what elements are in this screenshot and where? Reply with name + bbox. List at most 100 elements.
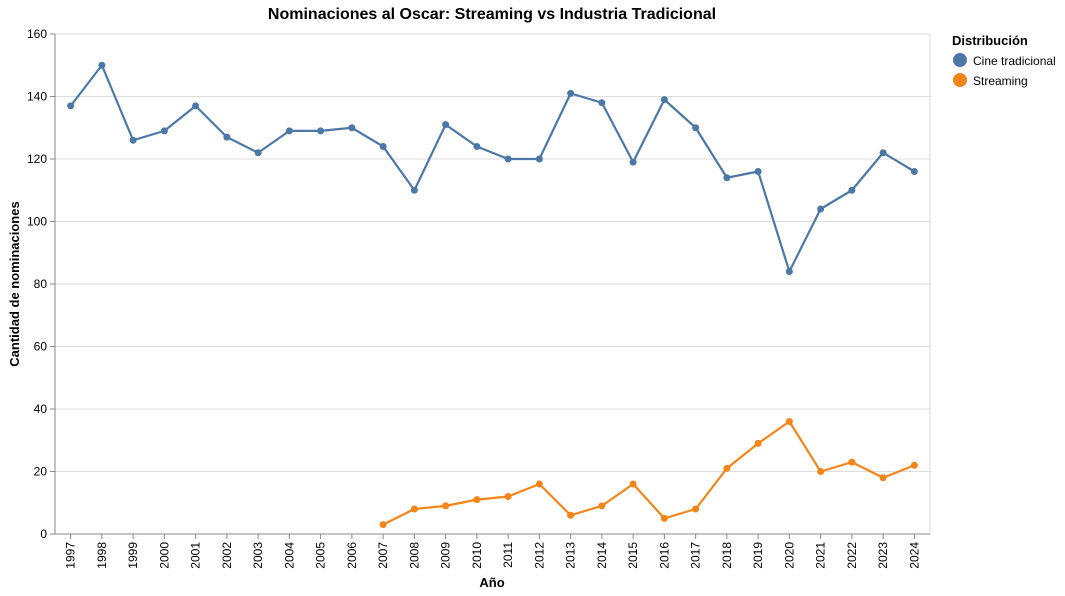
data-point-streaming (692, 505, 700, 513)
legend-title: Distribución (952, 33, 1028, 48)
data-point-cine-tradicional (160, 127, 168, 135)
data-point-cine-tradicional (348, 124, 356, 132)
y-tick-label: 40 (34, 402, 48, 416)
data-point-cine-tradicional (223, 133, 231, 141)
x-tick-label: 2002 (220, 542, 234, 569)
x-tick-label: 2000 (157, 542, 171, 569)
series-layer (67, 61, 918, 529)
data-point-streaming (817, 468, 825, 475)
data-point-streaming (723, 464, 731, 472)
y-tick-label: 0 (40, 527, 47, 541)
data-point-streaming (848, 458, 856, 466)
data-point-cine-tradicional (285, 127, 293, 135)
x-tick-label: 2017 (689, 542, 703, 569)
data-point-cine-tradicional (848, 186, 856, 194)
y-tick-label: 60 (34, 340, 48, 354)
x-tick-label: 2008 (407, 542, 421, 569)
data-point-cine-tradicional (567, 89, 575, 97)
data-point-cine-tradicional (723, 174, 731, 182)
x-tick-label: 2006 (345, 542, 359, 569)
data-point-streaming (629, 480, 637, 488)
x-tick-label: 2011 (501, 542, 515, 568)
data-point-streaming (879, 474, 887, 482)
data-point-streaming (910, 461, 918, 469)
data-point-cine-tradicional (98, 61, 106, 69)
data-point-cine-tradicional (317, 127, 325, 135)
x-tick-label: 2009 (439, 542, 453, 569)
data-point-streaming (567, 511, 575, 519)
x-tick-label: 1998 (95, 542, 109, 569)
x-tick-label: 2021 (814, 542, 828, 569)
x-axis: 1997 1998 1999 2000 2001 2002 2003 2004 2005 2006… (55, 533, 930, 569)
y-tick-label: 80 (34, 277, 48, 291)
data-point-cine-tradicional (785, 268, 793, 275)
x-tick-label: 2010 (470, 542, 484, 569)
data-point-cine-tradicional (379, 143, 387, 150)
series-line-streaming (382, 420, 915, 526)
data-point-streaming (660, 514, 668, 522)
data-point-cine-tradicional (879, 149, 887, 157)
y-tick-label: 20 (34, 465, 48, 479)
data-point-cine-tradicional (598, 99, 606, 107)
data-point-streaming (442, 502, 450, 510)
data-point-cine-tradicional (442, 121, 450, 129)
x-tick-label: 2004 (282, 542, 296, 569)
legend-label-cine-tradicional: Cine tradicional (973, 54, 1056, 68)
x-tick-label: 2022 (845, 542, 859, 569)
legend-symbol-cine-tradicional (953, 53, 967, 67)
data-point-cine-tradicional (754, 168, 762, 175)
x-axis-title: Año (479, 575, 504, 590)
plot-frame (55, 33, 931, 534)
data-point-streaming (473, 496, 481, 504)
data-point-streaming (410, 505, 418, 513)
data-point-cine-tradicional (629, 158, 637, 166)
x-tick-label: 2023 (876, 542, 890, 569)
x-tick-label: 2016 (657, 542, 671, 569)
data-point-cine-tradicional (692, 124, 700, 132)
data-point-cine-tradicional (817, 205, 825, 213)
x-tick-label: 2018 (720, 542, 734, 569)
data-point-cine-tradicional (254, 149, 262, 157)
data-point-cine-tradicional (535, 155, 543, 163)
data-point-cine-tradicional (660, 96, 668, 104)
legend-label-streaming: Streaming (973, 74, 1028, 88)
x-tick-label: 2003 (251, 542, 265, 569)
y-tick-label: 120 (27, 152, 47, 166)
data-point-cine-tradicional (473, 143, 481, 150)
x-tick-label: 2012 (532, 542, 546, 569)
x-tick-label: 1999 (126, 542, 140, 569)
data-point-cine-tradicional (67, 102, 75, 110)
data-point-cine-tradicional (129, 136, 137, 144)
y-tick-label: 160 (27, 27, 47, 41)
x-tick-label: 2019 (751, 542, 765, 569)
data-point-streaming (754, 439, 762, 447)
x-tick-label: 2015 (626, 542, 640, 569)
x-tick-label: 2024 (907, 542, 921, 569)
series-line-cine-tradicional (69, 64, 915, 273)
data-point-cine-tradicional (192, 102, 200, 110)
data-point-streaming (504, 493, 512, 500)
x-tick-label: 2007 (376, 542, 390, 569)
data-point-streaming (785, 418, 793, 425)
data-point-cine-tradicional (410, 186, 418, 194)
data-point-streaming (598, 502, 606, 510)
x-tick-label: 2020 (782, 542, 796, 569)
data-point-streaming (379, 521, 387, 529)
x-tick-label: 1997 (64, 542, 78, 569)
x-tick-label: 2014 (595, 542, 609, 569)
data-point-cine-tradicional (910, 168, 918, 175)
data-point-streaming (535, 480, 543, 488)
grid-lines (55, 33, 930, 535)
x-tick-label: 2005 (314, 542, 328, 569)
y-axis: 0 20 40 60 80 100 120 140 160 (27, 27, 56, 541)
x-tick-label: 2013 (564, 542, 578, 569)
chart-title: Nominaciones al Oscar: Streaming vs Indu… (268, 6, 716, 23)
x-tick-label: 2001 (189, 542, 203, 569)
y-axis-title: Cantidad de nominaciones (7, 201, 22, 366)
y-tick-label: 140 (27, 90, 47, 104)
legend: Distribución Cine tradicional Streaming (952, 33, 1056, 88)
y-tick-label: 100 (27, 215, 47, 229)
legend-symbol-streaming (953, 73, 967, 87)
data-point-cine-tradicional (504, 155, 512, 163)
